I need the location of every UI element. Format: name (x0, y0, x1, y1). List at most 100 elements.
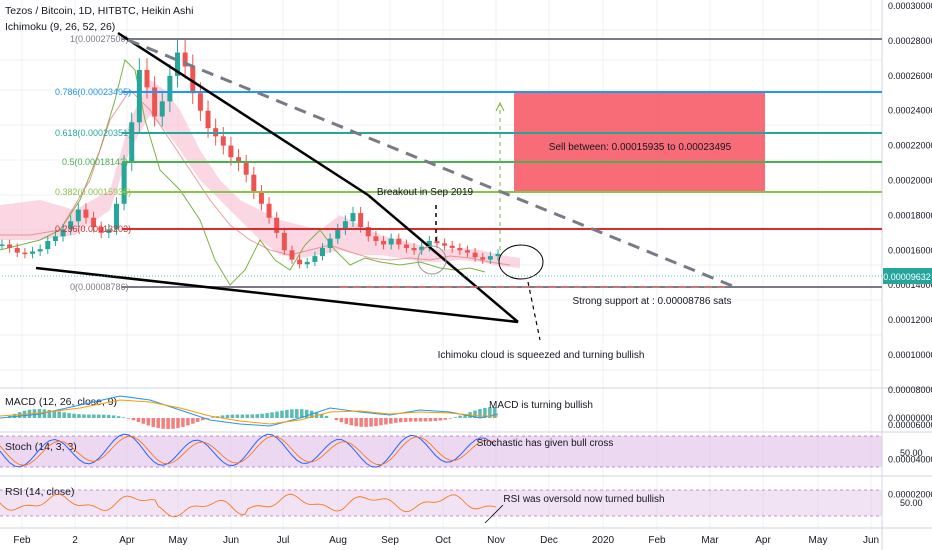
candle-body (14, 247, 20, 253)
price-axis-label: 0.00030000 (888, 1, 932, 11)
candle-body (411, 247, 417, 251)
macd-bar (77, 414, 81, 418)
macd-bar (280, 410, 284, 418)
candle-body (190, 66, 196, 94)
macd-bar (374, 418, 378, 427)
candle-body (495, 253, 501, 257)
candle-body (464, 250, 470, 253)
rsi-label: RSI (14, close) (5, 486, 74, 498)
macd-bar (176, 418, 180, 429)
ichimoku-line (0, 89, 511, 266)
candle-body (60, 229, 66, 237)
dashed-resistance (127, 38, 736, 289)
candle-body (113, 203, 119, 230)
candle-body (274, 217, 280, 233)
macd-bar (428, 418, 433, 422)
candle-body (335, 229, 341, 239)
candle-body (388, 238, 394, 245)
candle-body (480, 257, 486, 260)
candle-body (236, 157, 242, 164)
candle-body (68, 221, 74, 230)
candle-body (487, 256, 493, 260)
candle-body (30, 251, 36, 254)
macd-bar (403, 418, 408, 422)
upper-trendline (117, 31, 369, 197)
candle-body (121, 163, 127, 204)
macd-bar (121, 417, 126, 418)
candle-body (22, 252, 28, 255)
macd-bar (191, 418, 195, 424)
price-axis-label: 0.00006000 (888, 420, 932, 430)
macd-bar (399, 418, 403, 423)
time-axis-label: 2020 (592, 535, 615, 546)
cloud-arrow (527, 281, 541, 341)
macd-bar (265, 413, 269, 418)
macd-bar (433, 418, 438, 422)
macd-bar (116, 416, 121, 418)
macd-bar (413, 418, 418, 422)
macd-bar (339, 418, 344, 423)
macd-bar (478, 409, 482, 418)
macd-bar (319, 413, 324, 418)
macd-bar (136, 418, 141, 423)
candle-body (205, 110, 211, 129)
rsi-annotation: RSI was oversold now turned bullish (503, 494, 664, 505)
rsi-axis-label: 50.00 (900, 498, 923, 508)
macd-bar (47, 409, 52, 418)
stoch-k-line (0, 433, 496, 468)
price-axis-label: 0.00018000 (888, 210, 932, 220)
candle-body (419, 246, 425, 251)
macd-bar (186, 418, 190, 426)
macd-bar (300, 409, 304, 418)
candle-body (228, 145, 234, 158)
candle-body (449, 245, 455, 248)
macd-bar (473, 410, 477, 418)
time-axis-label: Mar (701, 535, 719, 546)
time-axis-label: Feb (648, 535, 666, 546)
candle-body (266, 203, 272, 218)
price-axis-label: 0.00004000 (888, 455, 932, 465)
macd-bar (255, 414, 259, 418)
stoch-annotation: Stochastic has given bull cross (477, 438, 614, 449)
candle-body (197, 93, 203, 111)
rsi-band (0, 490, 882, 516)
macd-axis-label: 0.00000000 (888, 413, 932, 423)
macd-bar (349, 418, 353, 426)
candle-body (358, 213, 364, 228)
candle-body (167, 75, 173, 102)
macd-bar (72, 413, 76, 418)
macd-bar (67, 413, 71, 418)
macd-bar (458, 415, 462, 418)
price-axis-label: 0.00012000 (888, 315, 932, 325)
candle-body (396, 238, 402, 245)
candle-body (243, 163, 249, 175)
time-axis-label: Sep (381, 535, 399, 546)
macd-signal (0, 399, 498, 425)
macd-bar (97, 414, 101, 418)
stoch-axis-label: 50.00 (900, 448, 923, 458)
fib-label-1: 1(0.00027500) (70, 34, 129, 44)
macd-bar (483, 407, 487, 418)
time-axis-label: Nov (487, 535, 505, 546)
time-axis-label: Apr (119, 535, 135, 546)
macd-bar (245, 414, 250, 418)
candle-body (297, 259, 303, 265)
candle-body (434, 240, 440, 244)
macd-bar (384, 418, 388, 425)
macd-line (0, 395, 499, 427)
candle-body (365, 227, 371, 237)
target-arrowhead (495, 101, 505, 112)
candle-body (251, 174, 257, 193)
macd-bar (201, 418, 205, 421)
macd-bar (304, 409, 309, 418)
price-axis-label: 0.00022000 (888, 141, 932, 151)
time-axis-label: May (169, 535, 188, 546)
macd-bar (131, 418, 136, 421)
candle-body (442, 243, 448, 246)
macd-bar (146, 418, 151, 426)
upper-trendline-ext (367, 194, 519, 323)
candle-body (75, 209, 81, 222)
time-axis-label: Apr (755, 535, 771, 546)
candle-body (289, 250, 295, 260)
